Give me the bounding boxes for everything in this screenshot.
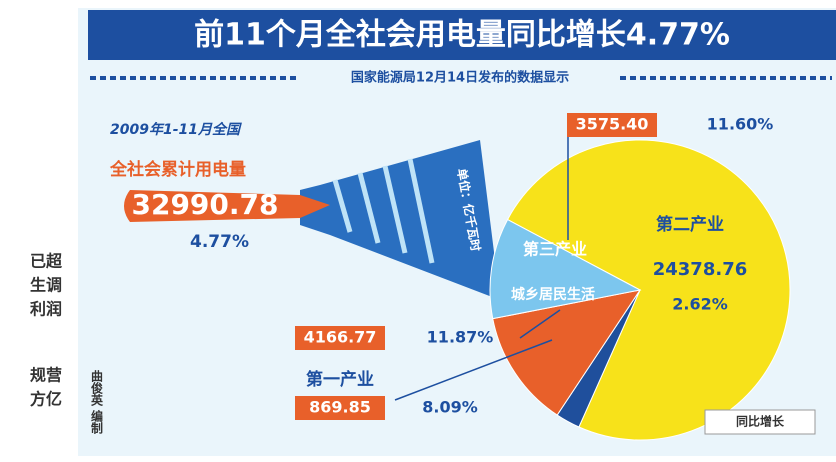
value-box [567, 113, 657, 137]
growth-label: 2.62% [672, 295, 728, 314]
pie-slice [492, 289, 642, 416]
cropped-text: 方亿 [30, 390, 62, 409]
category-label: 城乡居民生活 [511, 286, 595, 303]
pie [489, 139, 791, 441]
legend-entry: 同比增长 [736, 414, 785, 429]
total-box [124, 190, 330, 222]
leader-line [519, 309, 561, 339]
subtitle: 国家能源局12月14日发布的数据显示 [351, 70, 569, 86]
value-box [295, 396, 385, 420]
value-label: 3575.40 [576, 115, 649, 134]
total-growth: 4.77% [190, 232, 249, 252]
category-label: 第二产业 [656, 214, 724, 235]
leader-line [394, 339, 553, 401]
value-label: 4166.77 [304, 328, 377, 347]
pie-slice [506, 139, 791, 441]
total-value: 32990.78 [131, 188, 278, 221]
bulb-neck [300, 140, 500, 300]
value-box [295, 326, 385, 350]
category-label: 第三产业 [523, 240, 587, 259]
growth-label: 11.60% [707, 115, 774, 134]
period: 2009年1-11月全国 [110, 121, 242, 138]
title-bar [88, 10, 836, 60]
cropped-text: 规营 [30, 366, 62, 385]
credit: 曲俊英 编制 [90, 369, 104, 435]
legend-box [704, 409, 816, 435]
growth-label: 11.87% [427, 328, 494, 347]
total-label: 全社会累计用电量 [109, 159, 246, 180]
growth-label: 8.09% [422, 398, 478, 417]
cropped-text: 已超 [30, 252, 63, 271]
cropped-text: 利润 [30, 300, 62, 319]
title: 前11个月全社会用电量同比增长4.77% [194, 18, 730, 53]
bulb-threads [332, 158, 435, 264]
pie-slice [489, 218, 642, 320]
category-label: 第一产业 [306, 369, 374, 390]
cropped-text: 生调 [30, 276, 62, 295]
value-label: 24378.76 [653, 259, 748, 280]
value-label: 869.85 [309, 398, 371, 417]
